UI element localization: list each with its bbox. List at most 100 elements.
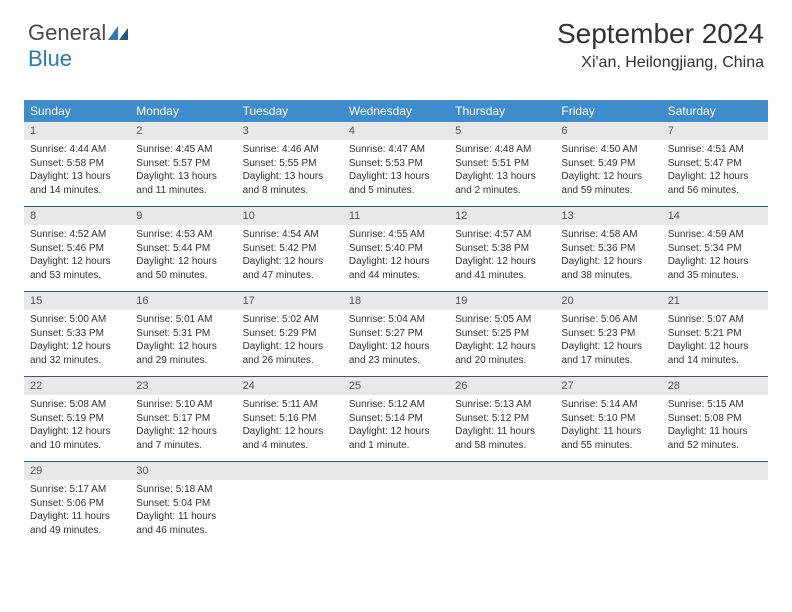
brand-part1: General (28, 20, 106, 45)
day-cell: 10Sunrise: 4:54 AMSunset: 5:42 PMDayligh… (237, 207, 343, 291)
detail-line: Sunset: 5:16 PM (243, 412, 337, 426)
day-number: . (555, 462, 661, 480)
detail-line: Sunset: 5:25 PM (455, 327, 549, 341)
detail-line: and 47 minutes. (243, 269, 337, 283)
detail-line: and 20 minutes. (455, 354, 549, 368)
day-cell: 24Sunrise: 5:11 AMSunset: 5:16 PMDayligh… (237, 377, 343, 461)
detail-line: Sunset: 5:06 PM (30, 497, 124, 511)
detail-line: and 44 minutes. (349, 269, 443, 283)
detail-line: Daylight: 12 hours (30, 425, 124, 439)
detail-line: Daylight: 12 hours (30, 340, 124, 354)
detail-line: Sunrise: 4:58 AM (561, 228, 655, 242)
day-cell: . (343, 462, 449, 546)
detail-line: and 53 minutes. (30, 269, 124, 283)
detail-line: Sunrise: 5:07 AM (668, 313, 762, 327)
day-number: 6 (555, 122, 661, 140)
detail-line: Sunrise: 5:15 AM (668, 398, 762, 412)
day-details: Sunrise: 4:54 AMSunset: 5:42 PMDaylight:… (237, 225, 343, 287)
detail-line: Daylight: 12 hours (668, 255, 762, 269)
day-cell: 5Sunrise: 4:48 AMSunset: 5:51 PMDaylight… (449, 122, 555, 206)
detail-line: Sunrise: 4:46 AM (243, 143, 337, 157)
detail-line: Daylight: 12 hours (668, 340, 762, 354)
detail-line: Sunrise: 4:57 AM (455, 228, 549, 242)
detail-line: and 10 minutes. (30, 439, 124, 453)
week-row: 1Sunrise: 4:44 AMSunset: 5:58 PMDaylight… (24, 122, 768, 207)
day-details: Sunrise: 5:02 AMSunset: 5:29 PMDaylight:… (237, 310, 343, 372)
detail-line: and 50 minutes. (136, 269, 230, 283)
dayname-sat: Saturday (662, 100, 768, 122)
day-number: 20 (555, 292, 661, 310)
detail-line: and 35 minutes. (668, 269, 762, 283)
day-number: 27 (555, 377, 661, 395)
day-details: Sunrise: 4:51 AMSunset: 5:47 PMDaylight:… (662, 140, 768, 202)
detail-line: Sunset: 5:10 PM (561, 412, 655, 426)
detail-line: Sunrise: 4:47 AM (349, 143, 443, 157)
day-cell: 13Sunrise: 4:58 AMSunset: 5:36 PMDayligh… (555, 207, 661, 291)
detail-line: Sunrise: 4:55 AM (349, 228, 443, 242)
detail-line: Sunrise: 5:01 AM (136, 313, 230, 327)
day-number: . (449, 462, 555, 480)
detail-line: Daylight: 11 hours (668, 425, 762, 439)
detail-line: Sunset: 5:51 PM (455, 157, 549, 171)
detail-line: Sunset: 5:55 PM (243, 157, 337, 171)
dayname-tue: Tuesday (237, 100, 343, 122)
day-details: Sunrise: 5:05 AMSunset: 5:25 PMDaylight:… (449, 310, 555, 372)
detail-line: Daylight: 13 hours (243, 170, 337, 184)
detail-line: Sunset: 5:31 PM (136, 327, 230, 341)
day-details: Sunrise: 5:01 AMSunset: 5:31 PMDaylight:… (130, 310, 236, 372)
day-details: Sunrise: 4:47 AMSunset: 5:53 PMDaylight:… (343, 140, 449, 202)
day-details: Sunrise: 4:55 AMSunset: 5:40 PMDaylight:… (343, 225, 449, 287)
day-number: 22 (24, 377, 130, 395)
detail-line: Daylight: 13 hours (455, 170, 549, 184)
day-number: 25 (343, 377, 449, 395)
day-cell: 9Sunrise: 4:53 AMSunset: 5:44 PMDaylight… (130, 207, 236, 291)
detail-line: Daylight: 12 hours (349, 255, 443, 269)
day-cell: 19Sunrise: 5:05 AMSunset: 5:25 PMDayligh… (449, 292, 555, 376)
detail-line: Sunset: 5:27 PM (349, 327, 443, 341)
day-details: Sunrise: 4:44 AMSunset: 5:58 PMDaylight:… (24, 140, 130, 202)
detail-line: and 38 minutes. (561, 269, 655, 283)
detail-line: Sunset: 5:53 PM (349, 157, 443, 171)
detail-line: Daylight: 12 hours (561, 340, 655, 354)
detail-line: Sunrise: 4:52 AM (30, 228, 124, 242)
detail-line: Daylight: 12 hours (455, 340, 549, 354)
week-row: 15Sunrise: 5:00 AMSunset: 5:33 PMDayligh… (24, 292, 768, 377)
day-cell: 14Sunrise: 4:59 AMSunset: 5:34 PMDayligh… (662, 207, 768, 291)
day-cell: 17Sunrise: 5:02 AMSunset: 5:29 PMDayligh… (237, 292, 343, 376)
day-details: Sunrise: 5:04 AMSunset: 5:27 PMDaylight:… (343, 310, 449, 372)
detail-line: Sunrise: 5:00 AM (30, 313, 124, 327)
detail-line: Daylight: 12 hours (561, 170, 655, 184)
detail-line: and 23 minutes. (349, 354, 443, 368)
detail-line: Sunset: 5:40 PM (349, 242, 443, 256)
day-number: 1 (24, 122, 130, 140)
day-details: Sunrise: 4:59 AMSunset: 5:34 PMDaylight:… (662, 225, 768, 287)
detail-line: Sunset: 5:21 PM (668, 327, 762, 341)
day-number: 5 (449, 122, 555, 140)
detail-line: Sunset: 5:58 PM (30, 157, 124, 171)
detail-line: and 52 minutes. (668, 439, 762, 453)
calendar: Sunday Monday Tuesday Wednesday Thursday… (24, 100, 768, 546)
detail-line: Daylight: 12 hours (243, 255, 337, 269)
day-cell: 4Sunrise: 4:47 AMSunset: 5:53 PMDaylight… (343, 122, 449, 206)
detail-line: Sunrise: 5:14 AM (561, 398, 655, 412)
day-number: 28 (662, 377, 768, 395)
detail-line: Daylight: 12 hours (349, 340, 443, 354)
detail-line: Sunrise: 5:13 AM (455, 398, 549, 412)
day-number: 11 (343, 207, 449, 225)
day-cell: 7Sunrise: 4:51 AMSunset: 5:47 PMDaylight… (662, 122, 768, 206)
day-cell: . (237, 462, 343, 546)
day-cell: 12Sunrise: 4:57 AMSunset: 5:38 PMDayligh… (449, 207, 555, 291)
day-details: Sunrise: 4:58 AMSunset: 5:36 PMDaylight:… (555, 225, 661, 287)
detail-line: and 5 minutes. (349, 184, 443, 198)
day-cell: 18Sunrise: 5:04 AMSunset: 5:27 PMDayligh… (343, 292, 449, 376)
detail-line: Sunrise: 5:05 AM (455, 313, 549, 327)
day-number: 12 (449, 207, 555, 225)
day-details: Sunrise: 5:00 AMSunset: 5:33 PMDaylight:… (24, 310, 130, 372)
day-number: 17 (237, 292, 343, 310)
day-number: 30 (130, 462, 236, 480)
detail-line: Daylight: 13 hours (136, 170, 230, 184)
brand-logo: General Blue (28, 20, 130, 72)
detail-line: Daylight: 12 hours (30, 255, 124, 269)
day-details: Sunrise: 4:53 AMSunset: 5:44 PMDaylight:… (130, 225, 236, 287)
day-cell: 28Sunrise: 5:15 AMSunset: 5:08 PMDayligh… (662, 377, 768, 461)
